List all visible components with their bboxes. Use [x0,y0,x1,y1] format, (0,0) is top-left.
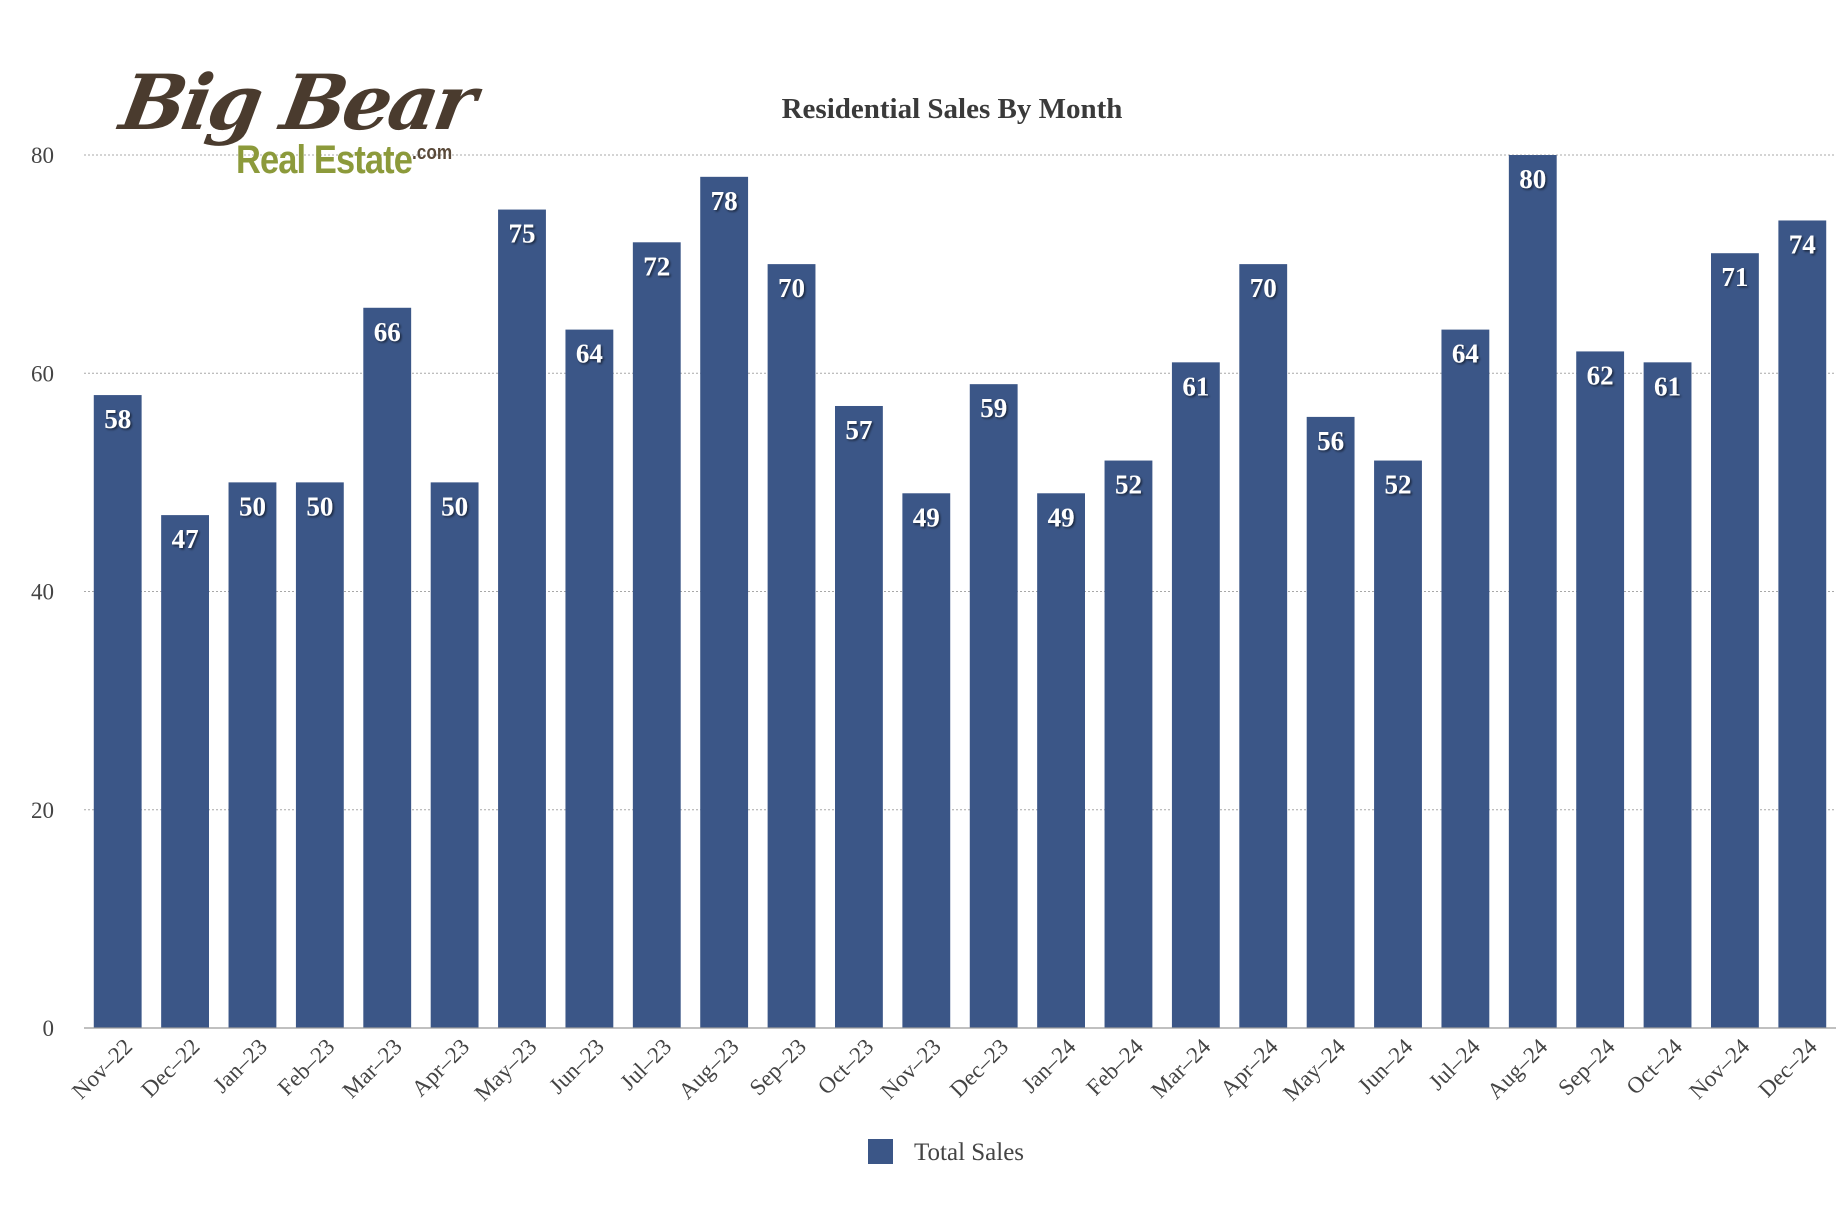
x-tick-label: Nov–23 [876,1034,946,1104]
bar [498,209,546,1028]
x-tick-label: Feb–24 [1082,1034,1149,1101]
bar [295,482,344,1028]
data-label: 61 [1182,371,1209,401]
bar [902,493,951,1029]
x-tick-label: Nov–24 [1684,1034,1754,1104]
y-tick-label: 20 [31,798,54,823]
x-tick-label: Oct–23 [813,1034,879,1100]
y-tick-label: 40 [31,580,54,605]
x-tick-label: May–24 [1278,1034,1350,1106]
x-tick-label: Mar–24 [1146,1034,1216,1104]
x-tick-label: Oct–24 [1622,1034,1688,1100]
x-tick-label: Dec–24 [1754,1034,1823,1103]
y-tick-label: 0 [43,1016,55,1041]
bar [1643,362,1692,1028]
data-label: 70 [1250,273,1277,303]
x-tick-label: Aug–24 [1482,1034,1552,1104]
data-label: 74 [1789,229,1816,259]
x-tick-label: Apr–24 [1215,1034,1283,1102]
x-tick-label: Nov–22 [67,1034,137,1104]
bar [1441,329,1490,1029]
x-tick-label: Jun–23 [544,1034,609,1099]
data-label: 50 [306,491,333,521]
x-tick-label: Jun–24 [1353,1034,1418,1099]
bar [228,482,277,1028]
x-tick-label: Aug–23 [674,1034,744,1104]
data-label: 70 [778,273,805,303]
bar [632,242,681,1029]
logo-sub-text: Real Estate.com [236,138,452,183]
data-label: 72 [643,251,670,281]
bar [1508,155,1557,1028]
data-label: 50 [441,491,468,521]
bar [1778,220,1827,1029]
bar [1104,460,1153,1028]
x-tick-label: Jan–23 [208,1034,272,1098]
bar [1171,362,1220,1028]
data-label: 58 [104,404,131,434]
bar [1374,460,1422,1028]
data-label: 57 [845,415,872,445]
company-logo: Big Bear Real Estate.com [114,58,480,184]
data-label: 80 [1519,164,1546,194]
bar [1037,493,1085,1029]
data-label: 49 [913,502,940,532]
data-label: 52 [1115,470,1142,500]
legend-swatch [868,1139,893,1164]
bar [767,264,816,1028]
bar [565,329,614,1029]
data-label: 64 [1452,339,1479,369]
data-label: 75 [509,219,536,249]
logo-big-text: Big Bear [114,58,481,147]
bar [161,515,209,1028]
bar [969,384,1018,1029]
x-tick-label: Sep–23 [745,1034,811,1100]
x-tick-label: Dec–22 [136,1034,204,1102]
x-tick-label: Jul–23 [615,1034,676,1095]
x-tick-label: Sep–24 [1553,1034,1620,1101]
x-tick-label: Mar–23 [338,1034,407,1103]
bar [363,307,412,1028]
logo-suffix: .com [412,142,453,164]
legend-label: Total Sales [914,1139,1024,1166]
bar [1306,416,1355,1028]
x-tick-label: Jan–24 [1017,1034,1081,1098]
data-label: 71 [1721,262,1748,292]
x-tick-label: Dec–23 [945,1034,1013,1102]
data-label: 49 [1048,502,1075,532]
bar [93,395,142,1028]
bar [1239,264,1288,1028]
data-label: 59 [980,393,1007,423]
data-label: 61 [1654,371,1681,401]
data-label: 78 [711,186,738,216]
bar [1576,351,1625,1028]
x-tick-label: Apr–23 [407,1034,474,1101]
data-label: 47 [172,524,199,554]
bar [1711,253,1759,1028]
bar [700,176,749,1028]
data-label: 52 [1385,470,1412,500]
bar [430,482,479,1028]
data-label: 50 [239,491,266,521]
x-tick-label: Jul–24 [1424,1034,1485,1095]
logo-sub-name: Real Estate [236,138,413,182]
chart-title: Residential Sales By Month [782,93,1123,125]
data-label: 64 [576,339,603,369]
y-tick-label: 80 [31,143,54,168]
x-tick-label: May–23 [470,1034,542,1106]
data-label: 62 [1587,360,1614,390]
y-tick-label: 60 [31,361,54,386]
bar [835,405,883,1028]
data-label: 66 [374,317,401,347]
x-tick-label: Feb–23 [273,1034,339,1100]
data-label: 56 [1317,426,1344,456]
